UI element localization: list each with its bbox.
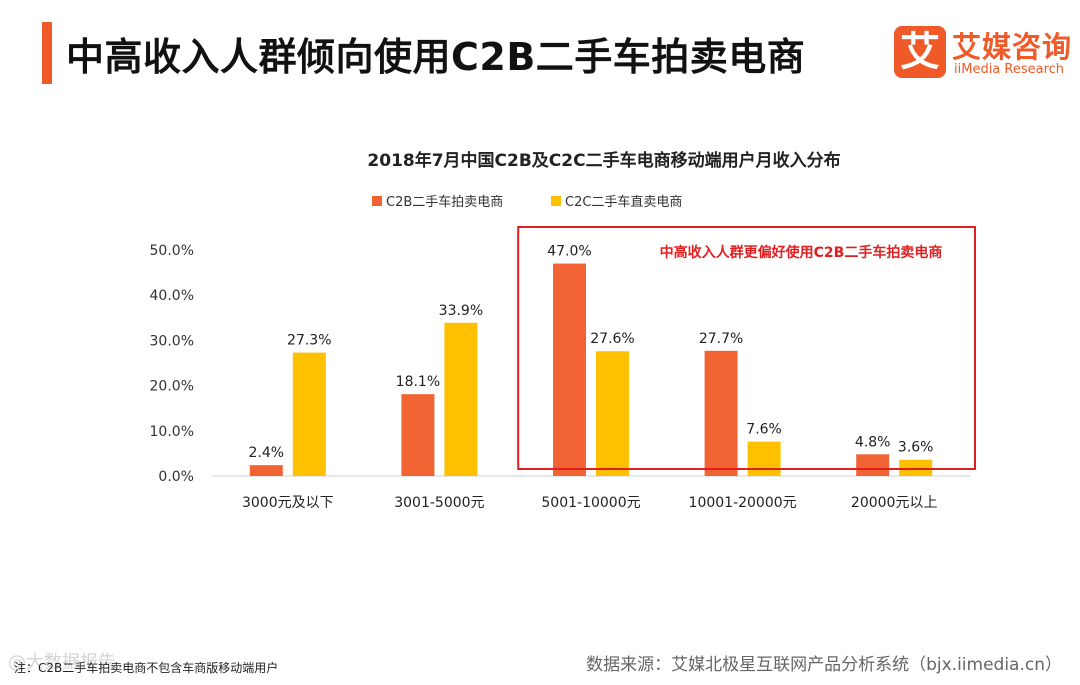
- y-tick-label: 30.0%: [150, 333, 194, 349]
- title-accent-bar: [42, 22, 52, 84]
- x-tick-label: 3001-5000元: [394, 495, 484, 511]
- annotation-text: 中高收入人群更偏好使用C2B二手车拍卖电商: [660, 244, 943, 261]
- logo-name-cn: 艾媒咨询: [952, 30, 1073, 64]
- logo-name-en: iiMedia Research: [954, 62, 1065, 77]
- data-label: 2.4%: [249, 445, 285, 461]
- data-label: 33.9%: [439, 303, 483, 319]
- bar-series2: [596, 351, 629, 476]
- data-label: 27.7%: [699, 331, 743, 347]
- chart-title: 2018年7月中国C2B及C2C二手车电商移动端用户月收入分布: [367, 150, 840, 171]
- legend-label-1: C2B二手车拍卖电商: [386, 194, 503, 210]
- data-label: 3.6%: [898, 440, 934, 456]
- legend-swatch-2: [551, 196, 561, 206]
- y-tick-label: 50.0%: [150, 243, 194, 259]
- bar-series1: [553, 263, 586, 476]
- data-label: 18.1%: [396, 374, 440, 390]
- highlight-box: [517, 226, 976, 470]
- y-tick-label: 10.0%: [150, 424, 194, 440]
- y-tick-label: 40.0%: [150, 288, 194, 304]
- iimedia-logo-icon: 艾: [894, 26, 946, 78]
- data-label: 27.3%: [287, 333, 331, 349]
- data-source: 数据来源：艾媒北极星互联网产品分析系统（bjx.iimedia.cn）: [586, 655, 1062, 675]
- bar-series1: [856, 454, 890, 476]
- x-tick-label: 5001-10000元: [541, 495, 640, 511]
- bar-series2: [444, 322, 478, 476]
- page-title: 中高收入人群倾向使用C2B二手车拍卖电商: [66, 35, 806, 79]
- bar-series1: [401, 394, 435, 476]
- data-label: 27.6%: [590, 331, 634, 347]
- x-tick-label: 3000元及以下: [242, 495, 334, 511]
- legend-label-2: C2C二手车直卖电商: [565, 194, 682, 210]
- x-tick-label: 10001-20000元: [689, 495, 797, 511]
- watermark: @大数据报告: [8, 652, 116, 673]
- legend-swatch-1: [372, 196, 382, 206]
- footnote: 注：C2B二手车拍卖电商不包含车商版移动端用户: [14, 661, 279, 675]
- x-tick-label: 20000元以上: [851, 495, 938, 511]
- bar-series2: [292, 352, 326, 476]
- bar-series1: [704, 350, 738, 476]
- data-label: 47.0%: [547, 244, 591, 260]
- y-tick-label: 0.0%: [158, 469, 194, 485]
- bar-series2: [747, 441, 781, 476]
- data-label: 7.6%: [746, 422, 782, 438]
- y-tick-label: 20.0%: [150, 379, 194, 395]
- bar-series1: [249, 465, 283, 476]
- bar-series2: [899, 459, 933, 476]
- data-label: 4.8%: [855, 434, 891, 450]
